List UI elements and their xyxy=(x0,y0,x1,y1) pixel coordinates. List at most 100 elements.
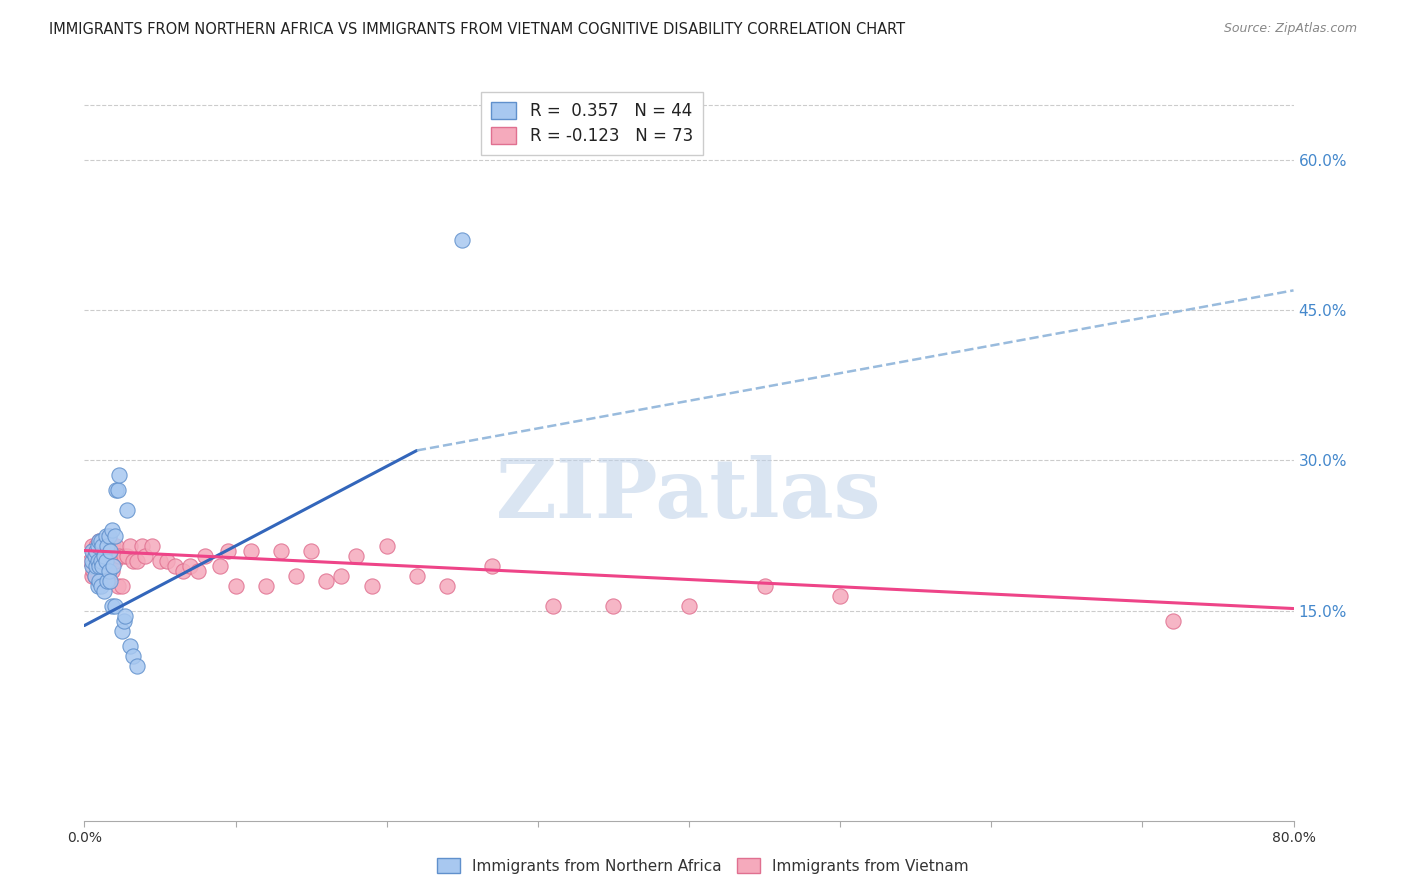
Point xyxy=(90,533,112,548)
Point xyxy=(134,549,156,563)
Point xyxy=(209,558,232,573)
Point xyxy=(80,558,103,573)
Point xyxy=(96,574,118,588)
Point xyxy=(131,539,153,553)
Point xyxy=(93,553,115,567)
Point xyxy=(86,558,108,573)
Point xyxy=(86,543,108,558)
Point xyxy=(108,549,131,563)
Point xyxy=(108,468,131,483)
Point xyxy=(96,539,118,553)
Point xyxy=(375,539,398,553)
Point xyxy=(96,539,118,553)
Point xyxy=(121,553,143,567)
Point xyxy=(94,553,117,567)
Point xyxy=(299,543,322,558)
Point xyxy=(346,549,368,563)
Point xyxy=(118,539,141,553)
Point xyxy=(86,539,108,553)
Point xyxy=(97,528,120,542)
Point xyxy=(87,553,110,567)
Point xyxy=(315,574,337,588)
Point xyxy=(156,553,179,567)
Point xyxy=(754,578,776,592)
Point xyxy=(90,553,112,567)
Point xyxy=(80,553,103,567)
Point xyxy=(114,608,136,623)
Point xyxy=(115,503,138,517)
Point xyxy=(90,574,112,588)
Point xyxy=(84,568,107,582)
Point xyxy=(127,553,149,567)
Point xyxy=(91,539,114,553)
Point xyxy=(105,483,128,498)
Point xyxy=(93,549,115,563)
Point xyxy=(451,233,474,247)
Point xyxy=(187,564,209,578)
Point xyxy=(100,539,122,553)
Point xyxy=(80,539,103,553)
Point xyxy=(98,574,121,588)
Point xyxy=(105,539,128,553)
Point xyxy=(217,543,239,558)
Point xyxy=(104,528,127,542)
Point xyxy=(93,539,115,553)
Point xyxy=(90,543,112,558)
Text: IMMIGRANTS FROM NORTHERN AFRICA VS IMMIGRANTS FROM VIETNAM COGNITIVE DISABILITY : IMMIGRANTS FROM NORTHERN AFRICA VS IMMIG… xyxy=(49,22,905,37)
Point xyxy=(330,568,353,582)
Point xyxy=(82,543,104,558)
Point xyxy=(104,599,127,613)
Point xyxy=(107,483,129,498)
Point xyxy=(97,564,120,578)
Point xyxy=(111,578,134,592)
Point xyxy=(541,599,564,613)
Point xyxy=(97,558,120,573)
Point xyxy=(100,599,122,613)
Point xyxy=(84,549,107,563)
Point xyxy=(830,589,852,603)
Point xyxy=(84,549,107,563)
Point xyxy=(98,543,121,558)
Point xyxy=(436,578,458,592)
Point xyxy=(360,578,382,592)
Point xyxy=(89,574,111,588)
Point xyxy=(165,558,187,573)
Point xyxy=(115,549,138,563)
Text: ZIPatlas: ZIPatlas xyxy=(496,455,882,535)
Point xyxy=(91,564,114,578)
Text: Source: ZipAtlas.com: Source: ZipAtlas.com xyxy=(1223,22,1357,36)
Point xyxy=(149,553,172,567)
Legend: Immigrants from Northern Africa, Immigrants from Vietnam: Immigrants from Northern Africa, Immigra… xyxy=(432,852,974,880)
Point xyxy=(104,553,127,567)
Point xyxy=(101,558,124,573)
Point xyxy=(97,528,120,542)
Point xyxy=(87,539,110,553)
Point xyxy=(179,558,201,573)
Point xyxy=(94,558,117,573)
Point xyxy=(127,658,149,673)
Point xyxy=(94,533,117,548)
Point xyxy=(225,578,247,592)
Point xyxy=(406,568,429,582)
Point xyxy=(89,533,111,548)
Point xyxy=(91,558,114,573)
Point xyxy=(94,528,117,542)
Point xyxy=(86,558,108,573)
Point xyxy=(100,564,122,578)
Point xyxy=(89,549,111,563)
Point xyxy=(118,639,141,653)
Point xyxy=(254,578,277,592)
Point xyxy=(80,543,103,558)
Point xyxy=(107,578,129,592)
Point xyxy=(89,558,111,573)
Point xyxy=(239,543,262,558)
Point xyxy=(112,549,135,563)
Point xyxy=(602,599,624,613)
Point xyxy=(194,549,217,563)
Point xyxy=(481,558,503,573)
Point xyxy=(93,583,115,598)
Point xyxy=(121,648,143,663)
Point xyxy=(111,624,134,638)
Point xyxy=(84,568,107,582)
Point xyxy=(87,578,110,592)
